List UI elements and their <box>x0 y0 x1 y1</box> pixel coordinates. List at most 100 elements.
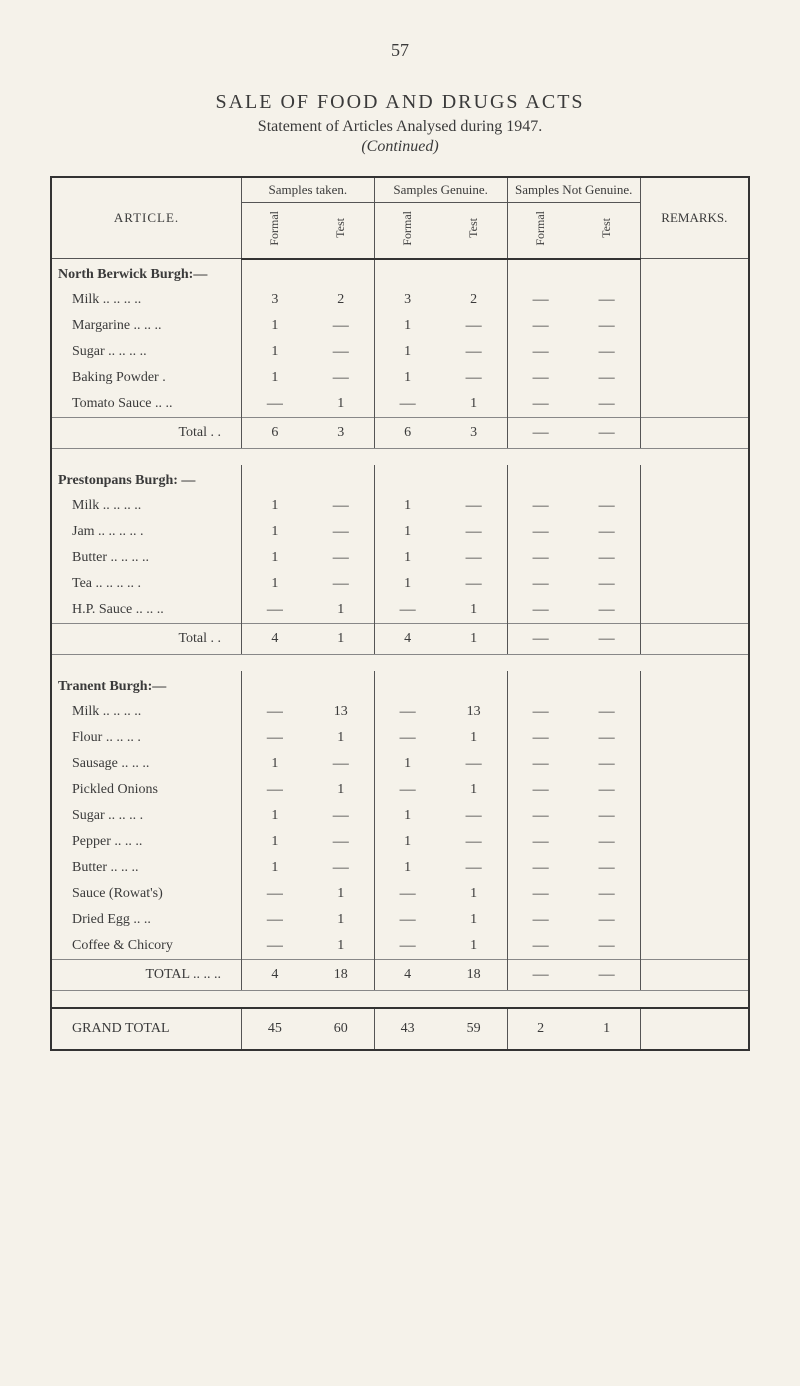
row-remarks <box>640 545 749 571</box>
table-row: Sausage .. .. ..1—1——— <box>51 751 749 777</box>
row-value: — <box>308 545 374 571</box>
row-value: — <box>242 777 308 803</box>
header-samples-genuine: Samples Genuine. <box>374 177 507 203</box>
row-value: — <box>441 803 508 829</box>
row-value: — <box>507 313 574 339</box>
row-value: 2 <box>441 287 508 313</box>
spacer-row <box>51 655 749 672</box>
table-row: Pepper .. .. ..1—1——— <box>51 829 749 855</box>
row-value: — <box>507 751 574 777</box>
data-table: ARTICLE. Samples taken. Samples Genuine.… <box>50 176 750 1051</box>
row-value: — <box>574 725 641 751</box>
row-remarks <box>640 365 749 391</box>
total-value: — <box>507 624 574 655</box>
grand-total-row: GRAND TOTAL 45 60 43 59 2 1 <box>51 1008 749 1050</box>
row-value: 1 <box>441 907 508 933</box>
row-remarks <box>640 907 749 933</box>
row-value: 1 <box>374 829 441 855</box>
section-blank <box>507 259 574 288</box>
header-formal-3: Formal <box>507 203 574 259</box>
row-value: — <box>441 855 508 881</box>
row-value: — <box>308 493 374 519</box>
title-line3: (Continued) <box>50 138 750 156</box>
row-value: 1 <box>242 313 308 339</box>
row-value: — <box>507 391 574 418</box>
row-value: 1 <box>308 933 374 960</box>
section-header: Prestonpans Burgh: — <box>51 465 749 493</box>
section-name: North Berwick Burgh:— <box>51 259 242 288</box>
header-samples-not-genuine: Samples Not Genuine. <box>507 177 640 203</box>
total-value: 4 <box>242 624 308 655</box>
header-test-1: Test <box>308 203 374 259</box>
row-value: — <box>242 907 308 933</box>
table-row: Pickled Onions—1—1—— <box>51 777 749 803</box>
row-value: — <box>574 597 641 624</box>
row-value: — <box>374 907 441 933</box>
row-value: 3 <box>374 287 441 313</box>
row-value: — <box>574 339 641 365</box>
row-value: 1 <box>374 545 441 571</box>
table-row: Flour .. .. .. .—1—1—— <box>51 725 749 751</box>
row-value: 3 <box>242 287 308 313</box>
row-value: 1 <box>374 365 441 391</box>
row-value: 1 <box>441 777 508 803</box>
grand-total-val-2: 43 <box>374 1008 441 1050</box>
row-value: — <box>574 777 641 803</box>
row-value: — <box>574 907 641 933</box>
row-label: Butter .. .. .. .. <box>51 545 242 571</box>
total-value: 1 <box>308 624 374 655</box>
table-row: Butter .. .. .. ..1—1——— <box>51 545 749 571</box>
header-test-3: Test <box>574 203 641 259</box>
row-value: 1 <box>242 571 308 597</box>
total-remarks <box>640 960 749 991</box>
grand-total-val-1: 60 <box>308 1008 374 1050</box>
table-row: Sugar .. .. .. .1—1——— <box>51 803 749 829</box>
total-value: 4 <box>242 960 308 991</box>
total-value: 3 <box>308 418 374 449</box>
row-value: 1 <box>242 803 308 829</box>
table-row: Tomato Sauce .. ..—1—1—— <box>51 391 749 418</box>
row-value: — <box>507 519 574 545</box>
row-value: — <box>574 287 641 313</box>
section-blank <box>308 465 374 493</box>
row-remarks <box>640 777 749 803</box>
row-value: — <box>574 493 641 519</box>
row-value: 1 <box>374 751 441 777</box>
row-label: Flour .. .. .. . <box>51 725 242 751</box>
row-value: — <box>574 751 641 777</box>
section-blank <box>242 259 308 288</box>
section-blank <box>308 671 374 699</box>
row-value: — <box>574 545 641 571</box>
row-value: 1 <box>242 855 308 881</box>
row-remarks <box>640 519 749 545</box>
header-formal-1: Formal <box>242 203 308 259</box>
row-value: 1 <box>374 339 441 365</box>
row-value: 1 <box>242 751 308 777</box>
header-test-2: Test <box>441 203 508 259</box>
row-remarks <box>640 803 749 829</box>
row-value: — <box>574 803 641 829</box>
section-header: Tranent Burgh:— <box>51 671 749 699</box>
row-value: — <box>574 855 641 881</box>
total-value: — <box>507 960 574 991</box>
section-blank <box>507 671 574 699</box>
row-value: 1 <box>374 571 441 597</box>
row-value: — <box>507 571 574 597</box>
row-label: Jam .. .. .. .. . <box>51 519 242 545</box>
section-name: Prestonpans Burgh: — <box>51 465 242 493</box>
row-label: Margarine .. .. .. <box>51 313 242 339</box>
row-value: 1 <box>441 933 508 960</box>
table-row: Milk .. .. .. ..—13—13—— <box>51 699 749 725</box>
row-value: — <box>242 881 308 907</box>
row-value: — <box>308 365 374 391</box>
row-value: — <box>507 777 574 803</box>
section-blank <box>574 671 641 699</box>
row-value: — <box>441 829 508 855</box>
row-remarks <box>640 313 749 339</box>
section-blank <box>374 259 441 288</box>
row-value: — <box>308 803 374 829</box>
row-label: Pickled Onions <box>51 777 242 803</box>
row-value: — <box>374 777 441 803</box>
row-label: Sugar .. .. .. .. <box>51 339 242 365</box>
section-blank <box>242 465 308 493</box>
